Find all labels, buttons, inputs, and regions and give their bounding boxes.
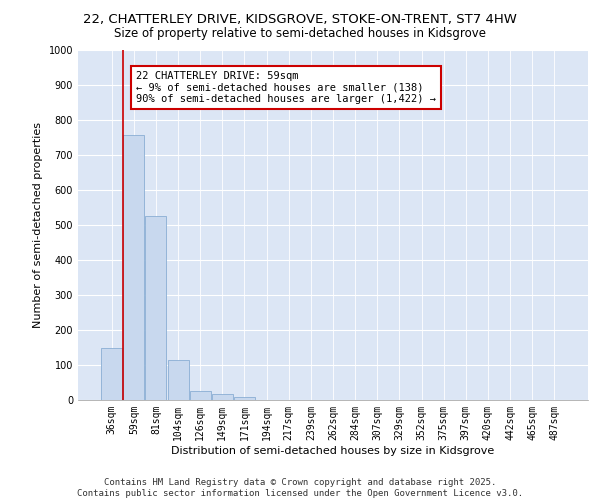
Bar bbox=[190, 391, 211, 400]
Text: Contains HM Land Registry data © Crown copyright and database right 2025.
Contai: Contains HM Land Registry data © Crown c… bbox=[77, 478, 523, 498]
Bar bbox=[167, 360, 188, 400]
Text: Size of property relative to semi-detached houses in Kidsgrove: Size of property relative to semi-detach… bbox=[114, 28, 486, 40]
Y-axis label: Number of semi-detached properties: Number of semi-detached properties bbox=[33, 122, 43, 328]
Text: 22 CHATTERLEY DRIVE: 59sqm
← 9% of semi-detached houses are smaller (138)
90% of: 22 CHATTERLEY DRIVE: 59sqm ← 9% of semi-… bbox=[136, 71, 436, 104]
Bar bbox=[101, 348, 122, 400]
Text: 22, CHATTERLEY DRIVE, KIDSGROVE, STOKE-ON-TRENT, ST7 4HW: 22, CHATTERLEY DRIVE, KIDSGROVE, STOKE-O… bbox=[83, 12, 517, 26]
Bar bbox=[124, 135, 145, 400]
Bar bbox=[145, 216, 166, 400]
X-axis label: Distribution of semi-detached houses by size in Kidsgrove: Distribution of semi-detached houses by … bbox=[172, 446, 494, 456]
Bar bbox=[212, 394, 233, 400]
Bar bbox=[234, 396, 255, 400]
